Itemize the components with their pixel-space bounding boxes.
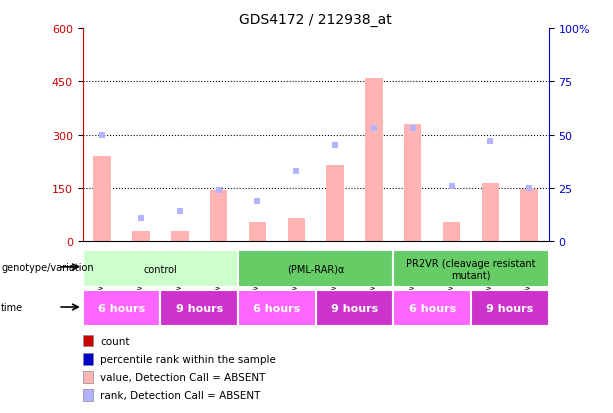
Bar: [93, 157, 111, 242]
Text: time: time: [1, 302, 23, 312]
Text: percentile rank within the sample: percentile rank within the sample: [100, 354, 276, 364]
Text: control: control: [143, 264, 177, 274]
Title: GDS4172 / 212938_at: GDS4172 / 212938_at: [239, 12, 392, 26]
Bar: [326, 165, 344, 242]
Bar: [404, 125, 422, 242]
Bar: [238, 290, 316, 326]
Bar: [83, 290, 161, 326]
Text: 9 hours: 9 hours: [175, 303, 223, 313]
Bar: [394, 251, 549, 287]
Text: 6 hours: 6 hours: [98, 303, 145, 313]
Bar: [132, 231, 150, 242]
Bar: [482, 183, 499, 242]
Text: 6 hours: 6 hours: [253, 303, 300, 313]
Bar: [171, 231, 189, 242]
Bar: [249, 222, 266, 242]
Bar: [316, 290, 394, 326]
Text: (PML-RAR)α: (PML-RAR)α: [287, 264, 345, 274]
Text: 9 hours: 9 hours: [331, 303, 378, 313]
Text: genotype/variation: genotype/variation: [1, 263, 94, 273]
Bar: [238, 251, 394, 287]
Bar: [520, 189, 538, 242]
Text: PR2VR (cleavage resistant
mutant): PR2VR (cleavage resistant mutant): [406, 258, 536, 280]
Bar: [161, 290, 238, 326]
Text: 6 hours: 6 hours: [408, 303, 456, 313]
Bar: [287, 218, 305, 242]
Bar: [210, 190, 227, 242]
Bar: [443, 222, 460, 242]
Bar: [365, 78, 383, 242]
Text: 9 hours: 9 hours: [486, 303, 533, 313]
Text: count: count: [100, 336, 129, 346]
Text: rank, Detection Call = ABSENT: rank, Detection Call = ABSENT: [100, 390, 261, 400]
Bar: [471, 290, 549, 326]
Text: value, Detection Call = ABSENT: value, Detection Call = ABSENT: [100, 372, 265, 382]
Bar: [394, 290, 471, 326]
Bar: [83, 251, 238, 287]
